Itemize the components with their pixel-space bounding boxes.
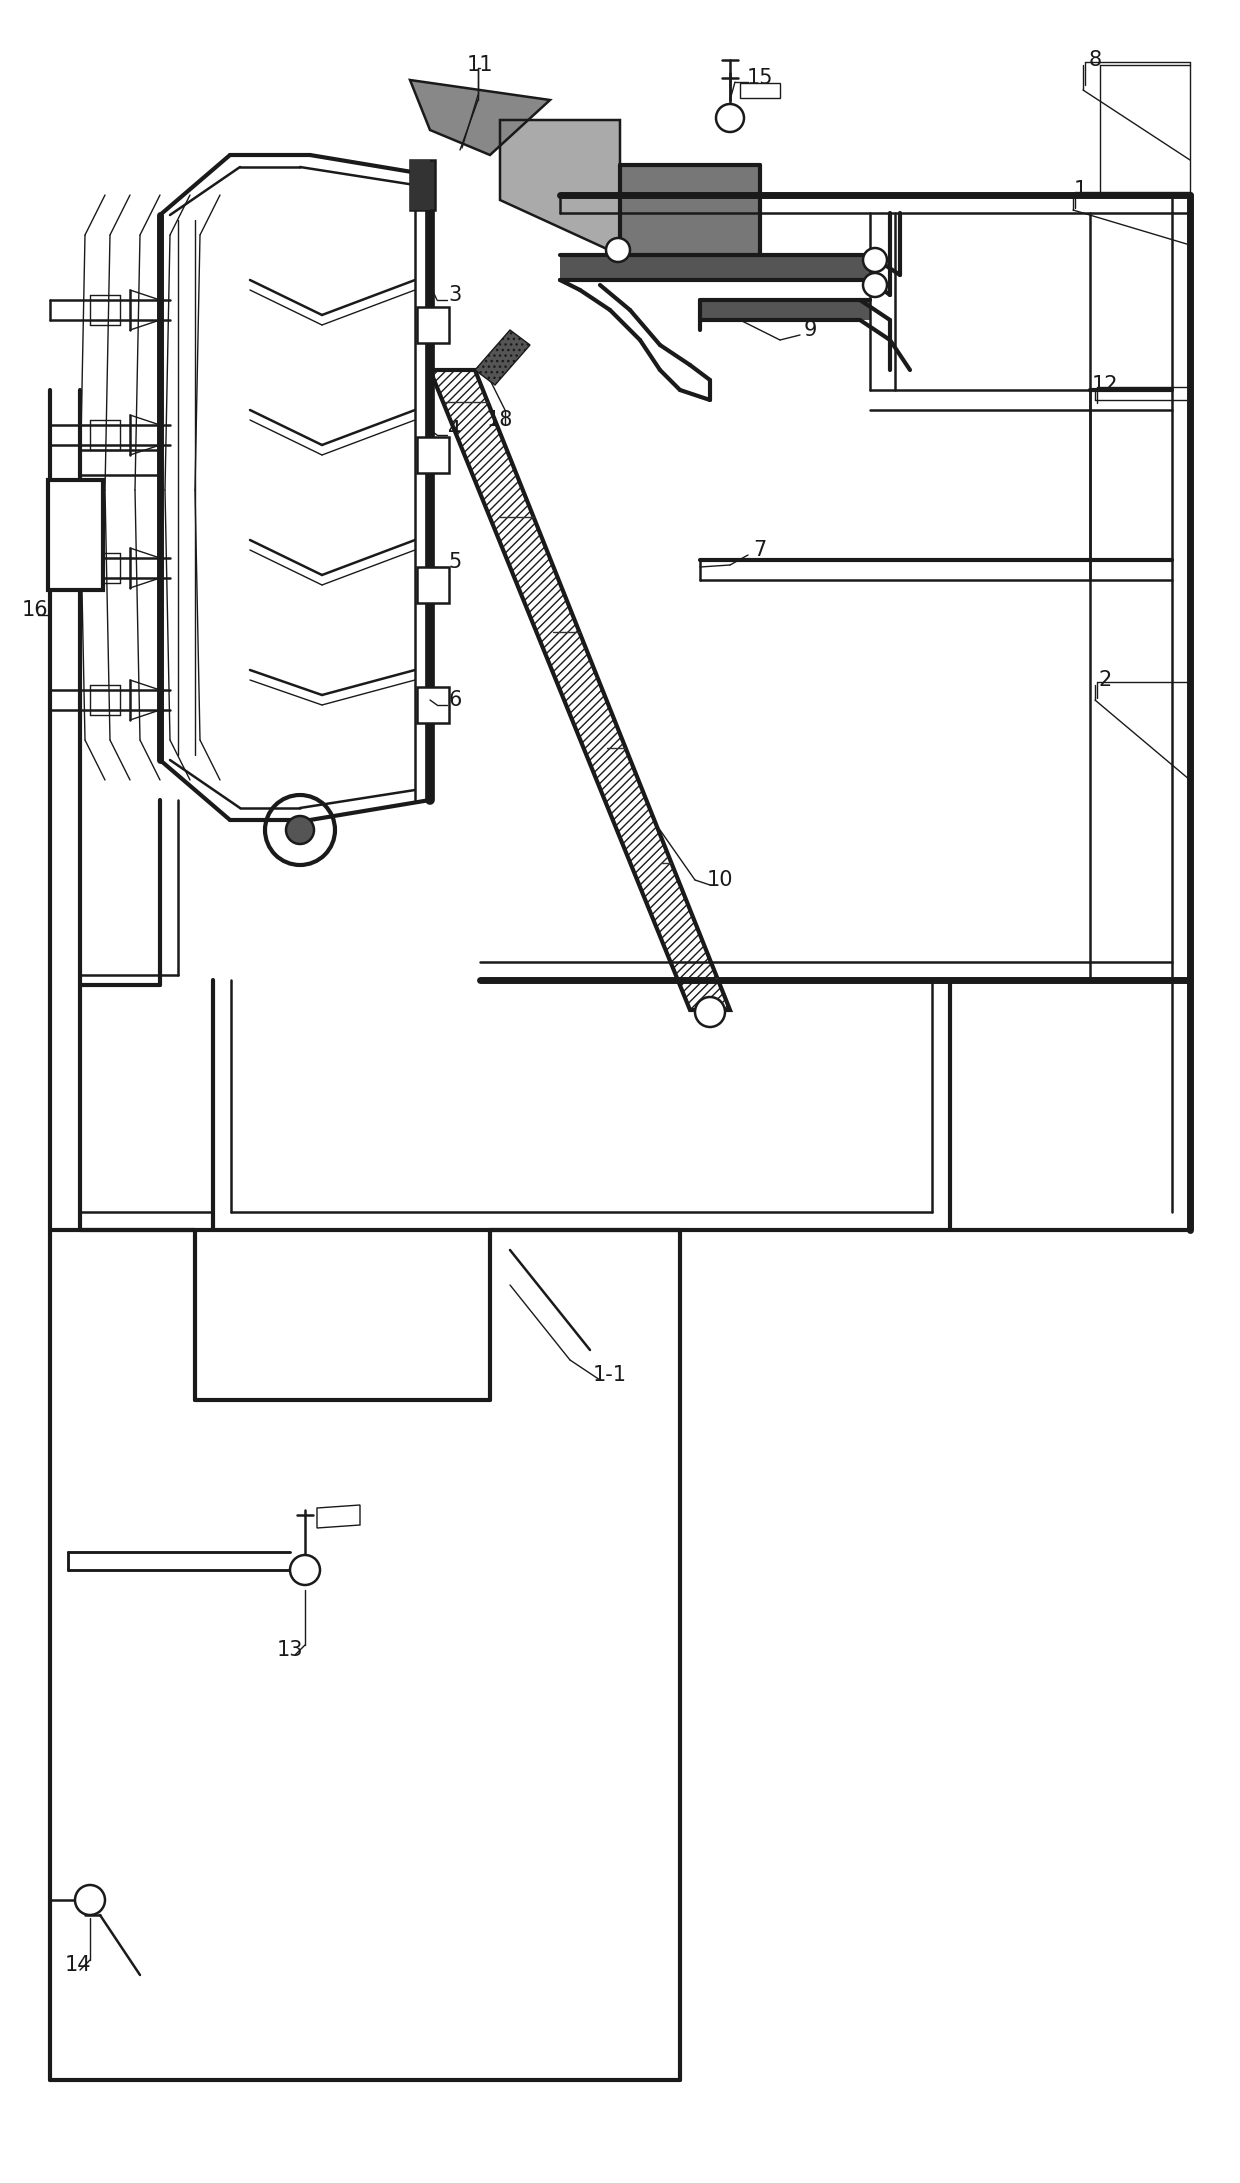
Polygon shape (500, 120, 620, 255)
Bar (417, 688, 449, 723)
Text: 6: 6 (449, 690, 461, 709)
Text: 8: 8 (1089, 50, 1101, 70)
Polygon shape (410, 81, 551, 155)
Circle shape (863, 249, 887, 273)
Text: 1: 1 (1074, 179, 1086, 201)
Circle shape (715, 105, 744, 131)
Circle shape (74, 1884, 105, 1914)
Polygon shape (620, 166, 760, 255)
Text: 7: 7 (754, 539, 766, 561)
Text: 13: 13 (277, 1639, 304, 1659)
Text: 5: 5 (449, 552, 461, 572)
Polygon shape (560, 255, 870, 279)
Polygon shape (317, 1504, 360, 1528)
Circle shape (606, 238, 630, 262)
Polygon shape (740, 83, 780, 98)
Polygon shape (475, 330, 529, 384)
Text: 10: 10 (707, 871, 733, 891)
Bar (417, 568, 449, 603)
Polygon shape (701, 299, 870, 321)
Bar (410, 159, 435, 210)
Bar (417, 437, 449, 474)
Bar (48, 480, 103, 589)
Text: 12: 12 (1091, 375, 1118, 395)
Text: 9: 9 (804, 321, 817, 341)
Text: 14: 14 (64, 1956, 92, 1976)
Circle shape (290, 1554, 320, 1585)
Text: 16: 16 (21, 600, 48, 620)
Text: 4: 4 (449, 419, 461, 441)
Text: 2: 2 (1099, 670, 1111, 690)
Circle shape (694, 998, 725, 1026)
Text: 18: 18 (487, 410, 513, 430)
Circle shape (286, 816, 314, 845)
Circle shape (863, 273, 887, 297)
Bar (417, 308, 449, 343)
Text: 1-1: 1-1 (593, 1364, 627, 1384)
Text: 15: 15 (746, 68, 774, 87)
Text: 11: 11 (466, 55, 494, 74)
Text: 3: 3 (449, 286, 461, 306)
Bar (410, 159, 430, 210)
